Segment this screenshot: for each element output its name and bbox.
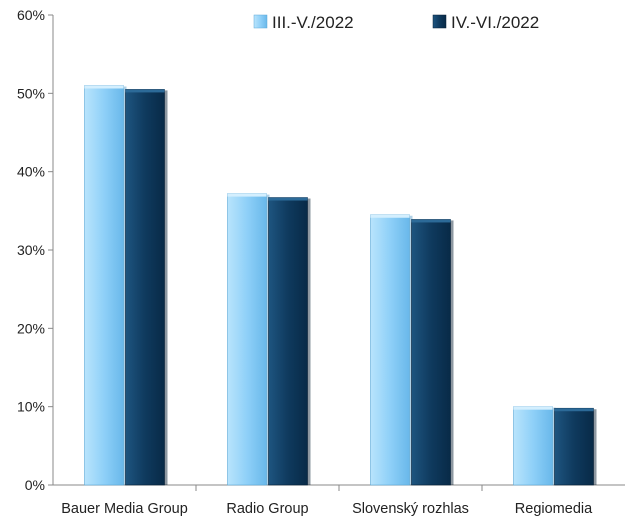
y-tick-label: 20% (17, 320, 45, 336)
bar-top (370, 214, 410, 218)
legend-label-iii-v-2022: III.-V./2022 (272, 13, 354, 32)
legend-swatch-iii-v-2022 (253, 14, 268, 29)
bar-shadow (265, 194, 270, 485)
bar-shadow (306, 198, 311, 485)
bar-shadow (122, 86, 127, 485)
bar-shadow (408, 215, 413, 485)
bar-shadow (163, 90, 168, 486)
bar-iii-v-2022 (84, 85, 124, 486)
x-category-label: Regiomedia (515, 501, 593, 517)
x-category-label: Radio Group (226, 501, 308, 517)
bar-iv-vi-2022 (268, 197, 308, 486)
y-tick-label: 60% (17, 7, 45, 23)
bar-shadow (592, 409, 597, 485)
legend-swatch-iv-vi-2022 (432, 14, 447, 29)
bar-top (554, 408, 594, 412)
bar-top (268, 197, 308, 201)
bar-shadow (551, 407, 556, 485)
bar-iii-v-2022 (370, 214, 410, 486)
y-tick-label: 0% (25, 477, 45, 493)
bar-top (84, 85, 124, 89)
bar-top (125, 89, 165, 93)
y-tick-label: 40% (17, 164, 45, 180)
x-category-label: Bauer Media Group (61, 501, 188, 517)
bar-shadow (449, 220, 454, 485)
x-axis-labels: Bauer Media Group Radio Group Slovenský ro… (61, 485, 593, 517)
bar-iv-vi-2022 (554, 407, 594, 486)
bar-top (513, 406, 553, 410)
bars-group (84, 85, 597, 486)
bar-top (227, 193, 267, 197)
bar-iii-v-2022 (513, 406, 553, 486)
x-category-label: Slovenský rozhlas (352, 501, 469, 517)
y-axis-ticks: 0% 10% 20% 30% 40% 50% 60% (17, 7, 53, 493)
bar-iii-v-2022 (227, 193, 267, 486)
bar-top (411, 219, 451, 223)
y-tick-label: 50% (17, 85, 45, 101)
legend-label-iv-vi-2022: IV.-VI./2022 (451, 13, 539, 32)
bar-iv-vi-2022 (411, 219, 451, 486)
y-tick-label: 10% (17, 399, 45, 415)
legend: III.-V./2022 IV.-VI./2022 (253, 13, 539, 32)
bar-iv-vi-2022 (125, 89, 165, 486)
y-tick-label: 30% (17, 242, 45, 258)
